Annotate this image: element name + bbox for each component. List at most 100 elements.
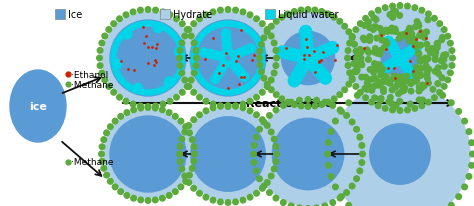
Circle shape — [354, 70, 359, 75]
Circle shape — [466, 174, 472, 179]
Circle shape — [292, 50, 304, 62]
Circle shape — [177, 144, 183, 150]
Circle shape — [203, 99, 209, 104]
Circle shape — [153, 104, 158, 109]
Circle shape — [397, 99, 402, 105]
Circle shape — [210, 51, 219, 60]
Circle shape — [173, 114, 178, 120]
Circle shape — [366, 50, 372, 56]
Circle shape — [407, 39, 412, 44]
Circle shape — [319, 102, 325, 108]
Circle shape — [331, 97, 337, 102]
Circle shape — [264, 123, 270, 129]
Circle shape — [99, 144, 105, 150]
Circle shape — [424, 30, 429, 36]
Circle shape — [367, 67, 373, 73]
Circle shape — [271, 71, 277, 76]
Circle shape — [233, 8, 238, 14]
Circle shape — [349, 34, 355, 40]
Circle shape — [419, 103, 425, 109]
Circle shape — [399, 76, 405, 82]
Circle shape — [264, 84, 270, 90]
Circle shape — [353, 28, 359, 33]
Circle shape — [414, 20, 420, 25]
Circle shape — [445, 34, 451, 40]
Circle shape — [102, 13, 194, 104]
Circle shape — [396, 75, 401, 81]
Circle shape — [359, 75, 365, 81]
Circle shape — [281, 200, 286, 205]
Circle shape — [182, 173, 188, 179]
Circle shape — [408, 81, 414, 87]
Circle shape — [416, 52, 422, 57]
Circle shape — [419, 83, 425, 88]
Circle shape — [441, 57, 447, 63]
Circle shape — [186, 28, 191, 33]
Circle shape — [184, 84, 190, 90]
Circle shape — [279, 15, 284, 21]
Circle shape — [400, 33, 406, 39]
Circle shape — [104, 110, 192, 198]
Circle shape — [447, 71, 453, 76]
Circle shape — [104, 130, 109, 136]
Circle shape — [182, 78, 188, 83]
Circle shape — [383, 28, 389, 34]
Circle shape — [377, 64, 383, 70]
Circle shape — [233, 104, 238, 109]
Circle shape — [374, 78, 379, 83]
Circle shape — [379, 32, 385, 37]
Circle shape — [416, 97, 422, 103]
Circle shape — [191, 41, 197, 47]
Circle shape — [376, 62, 382, 68]
Circle shape — [177, 63, 183, 69]
Circle shape — [322, 203, 328, 206]
Circle shape — [389, 88, 395, 93]
Circle shape — [359, 63, 365, 68]
Circle shape — [373, 47, 378, 52]
Circle shape — [267, 190, 272, 195]
Circle shape — [435, 66, 441, 71]
Circle shape — [179, 137, 185, 142]
Circle shape — [358, 50, 364, 56]
Circle shape — [241, 47, 250, 56]
Circle shape — [327, 42, 338, 54]
Circle shape — [138, 197, 144, 203]
Circle shape — [377, 52, 383, 57]
Circle shape — [302, 53, 314, 65]
Circle shape — [219, 61, 228, 70]
Circle shape — [403, 34, 409, 40]
Circle shape — [191, 71, 197, 76]
Circle shape — [412, 79, 418, 85]
Circle shape — [352, 42, 357, 48]
Circle shape — [441, 84, 447, 90]
Circle shape — [106, 28, 111, 33]
Circle shape — [354, 68, 359, 73]
Circle shape — [262, 13, 354, 104]
Circle shape — [240, 105, 246, 111]
Circle shape — [187, 172, 192, 178]
Circle shape — [412, 106, 418, 112]
Circle shape — [174, 47, 184, 57]
Circle shape — [418, 73, 424, 79]
Circle shape — [424, 70, 430, 76]
Circle shape — [291, 71, 303, 83]
Circle shape — [349, 120, 355, 125]
Ellipse shape — [10, 71, 66, 142]
Circle shape — [210, 102, 216, 107]
Circle shape — [414, 75, 419, 81]
Circle shape — [436, 71, 441, 77]
Circle shape — [375, 83, 381, 88]
Circle shape — [178, 119, 184, 124]
Circle shape — [326, 140, 331, 146]
Circle shape — [433, 50, 438, 56]
Circle shape — [325, 151, 330, 157]
Circle shape — [187, 130, 192, 136]
Circle shape — [462, 119, 467, 124]
Circle shape — [264, 28, 270, 33]
Circle shape — [254, 17, 259, 22]
Circle shape — [166, 193, 172, 198]
Circle shape — [426, 12, 431, 18]
Circle shape — [367, 26, 373, 31]
Circle shape — [409, 36, 415, 41]
Circle shape — [413, 78, 419, 83]
